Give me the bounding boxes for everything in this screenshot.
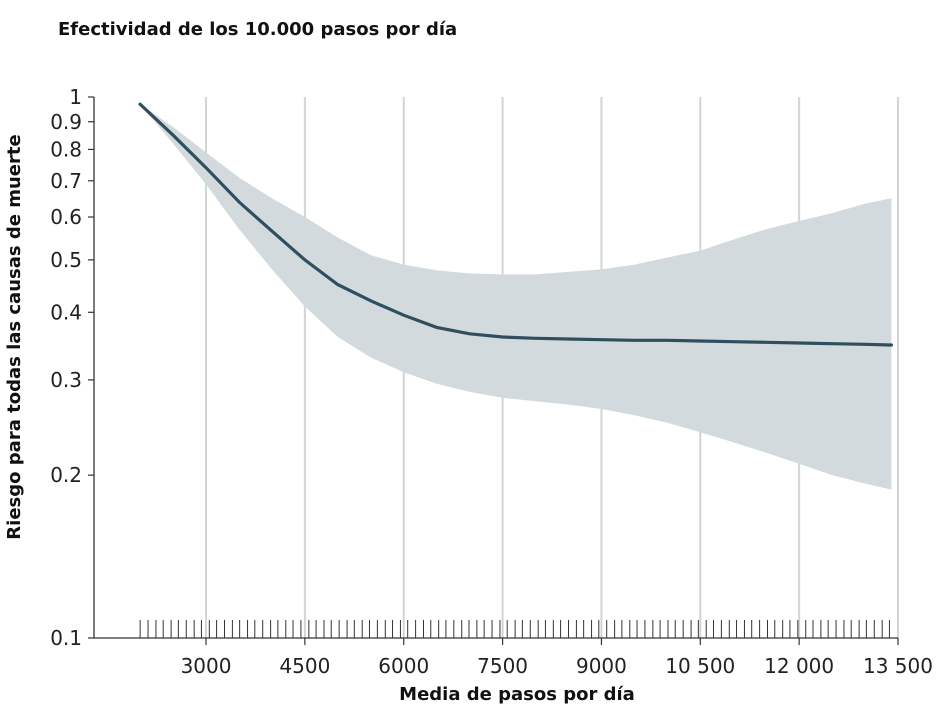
y-tick-label: 0.7 [50, 169, 82, 193]
x-axis-title: Media de pasos por día [399, 684, 635, 705]
band-layer [140, 104, 892, 490]
x-tick-label: 3000 [181, 654, 232, 678]
y-tick-label: 0.3 [50, 368, 82, 392]
rug-layer [139, 620, 890, 638]
x-tick-label: 12 000 [764, 654, 834, 678]
y-tick-label: 0.8 [50, 137, 82, 161]
y-tick-label: 0.5 [50, 248, 82, 272]
risk-curve [138, 102, 893, 347]
x-tick-label: 9000 [576, 654, 627, 678]
y-tick-label: 0.6 [50, 205, 82, 229]
y-axis-title: Riesgo para todas las causas de muerte [4, 134, 25, 539]
labels-layer: 0.1 0.2 0.3 0.4 0.5 0.6 0.7 0.8 0.91 3000 4500 6000… [50, 85, 933, 678]
confidence-band [140, 104, 892, 490]
y-tick-label: 0.9 [50, 110, 82, 134]
x-tick-label: 6000 [378, 654, 429, 678]
y-tick-label: 0.1 [50, 626, 82, 650]
x-tick-label: 10 500 [665, 654, 735, 678]
curve-layer [138, 102, 893, 347]
y-tick-label: 0.4 [50, 300, 82, 324]
x-tick-label: 13 500 [863, 654, 933, 678]
y-tick-label: 0.2 [50, 463, 82, 487]
x-tick-label: 4500 [279, 654, 330, 678]
chart-title: Efectividad de los 10.000 pasos por día [58, 19, 457, 40]
axes-layer [88, 96, 899, 645]
x-tick-label: 7500 [477, 654, 528, 678]
y-tick-label: 1 [69, 85, 82, 109]
